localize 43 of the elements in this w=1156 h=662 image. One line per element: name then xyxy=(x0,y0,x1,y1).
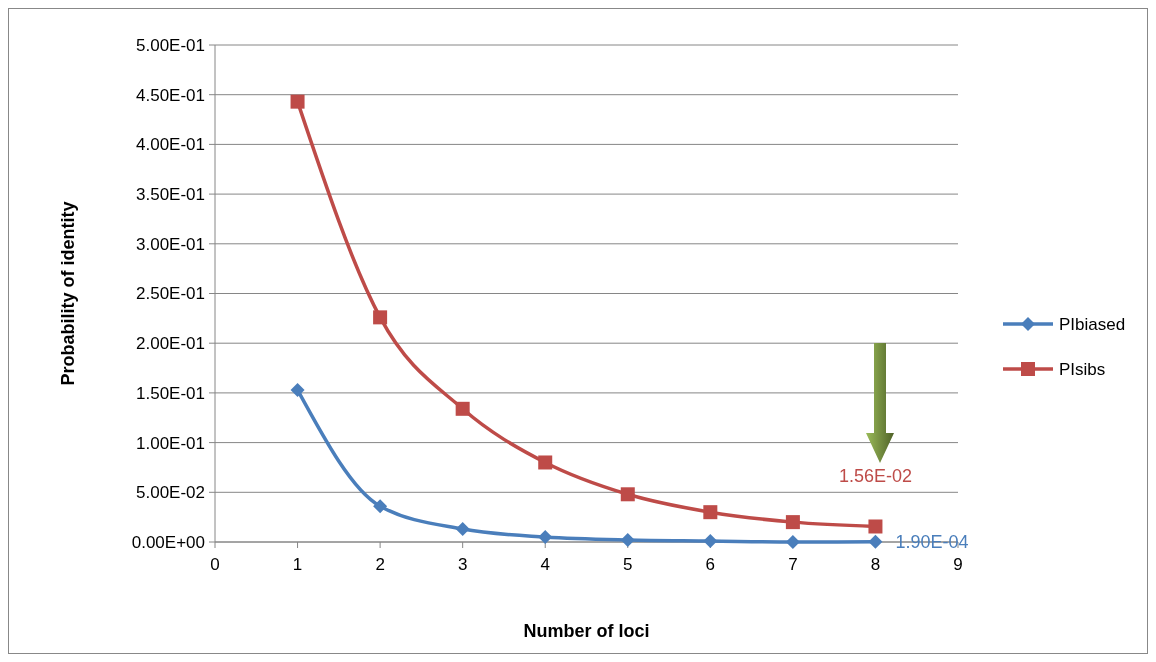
x-tick-label: 2 xyxy=(375,555,385,574)
x-tick-label: 3 xyxy=(457,555,468,574)
y-axis-title: Probability of identity xyxy=(58,201,78,386)
legend-label: PIsibs xyxy=(1059,359,1106,379)
y-tick-label: 2.50E-01 xyxy=(136,284,205,304)
point xyxy=(455,522,470,537)
point xyxy=(538,455,553,470)
x-tick-label: 9 xyxy=(953,555,963,574)
y-tick-label: 4.00E-01 xyxy=(136,135,205,155)
point xyxy=(703,505,718,520)
point xyxy=(785,515,800,530)
x-tick-label: 1 xyxy=(292,555,303,574)
point xyxy=(373,499,388,514)
point xyxy=(868,519,883,534)
y-tick-label: 0.00E+00 xyxy=(131,532,205,552)
legend-label: PIbiased xyxy=(1059,314,1126,334)
x-tick-label: 8 xyxy=(870,555,881,574)
point xyxy=(703,534,718,549)
x-tick-label: 7 xyxy=(788,555,798,574)
x-axis-title: Number of loci xyxy=(523,621,650,641)
point xyxy=(290,94,305,109)
point xyxy=(290,382,305,397)
point xyxy=(785,535,800,549)
x-tick-label: 0 xyxy=(210,555,220,574)
x-tick-label: 5 xyxy=(623,555,633,574)
point xyxy=(620,533,635,548)
y-tick-label: 4.50E-01 xyxy=(136,85,205,105)
point xyxy=(620,487,635,502)
point xyxy=(538,530,553,545)
point xyxy=(868,534,883,549)
annotation: 1.90E-04 xyxy=(895,531,969,552)
x-tick-label: 6 xyxy=(705,555,716,574)
y-tick-label: 3.00E-01 xyxy=(136,234,205,254)
point xyxy=(455,401,470,416)
x-tick-label: 4 xyxy=(540,555,550,574)
y-tick-label: 1.50E-01 xyxy=(136,383,205,403)
y-tick-label: 5.00E-01 xyxy=(136,35,205,55)
annotation: 1.56E-02 xyxy=(838,466,912,487)
y-tick-label: 5.00E-02 xyxy=(136,483,205,503)
y-tick-label: 1.00E-01 xyxy=(136,433,205,453)
y-tick-label: 2.00E-01 xyxy=(136,334,205,354)
point xyxy=(373,310,388,325)
y-tick-label: 3.50E-01 xyxy=(136,185,205,205)
